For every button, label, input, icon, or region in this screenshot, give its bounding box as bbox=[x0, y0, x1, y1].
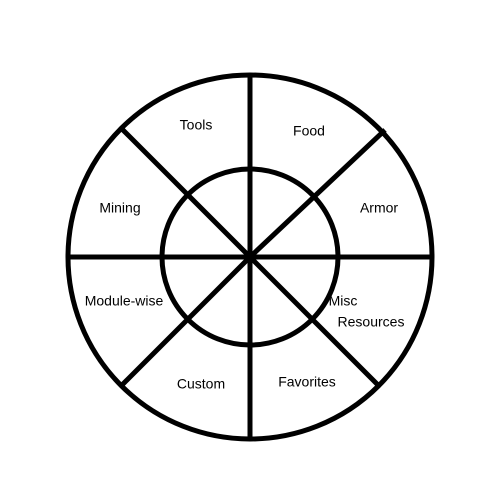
divider-diagonal-top-left bbox=[119, 126, 252, 259]
divider-diagonal-bottom-right bbox=[248, 255, 381, 388]
divider-diagonal-bottom-left bbox=[119, 255, 252, 388]
inner-ring bbox=[159, 166, 341, 348]
divider-diagonal-top-right bbox=[248, 128, 387, 259]
outer-ring bbox=[65, 72, 435, 442]
